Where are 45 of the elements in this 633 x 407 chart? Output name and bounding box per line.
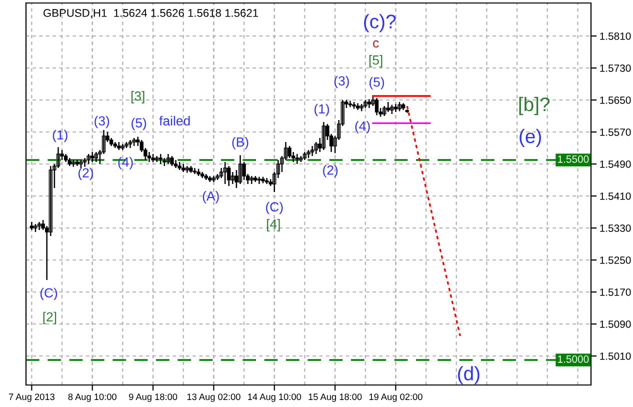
annotation: [5] <box>369 55 382 68</box>
x-tick-label: 19 Aug 02:00 <box>369 394 422 402</box>
annotation: (5) <box>370 77 384 90</box>
annotation: (2) <box>78 168 93 180</box>
y-tick-label: 1.5090 <box>600 320 631 328</box>
annotation: (2) <box>323 165 338 178</box>
y-tick-label: 1.5570 <box>600 128 631 136</box>
annotation: [b]? <box>519 96 550 116</box>
ref-line-label: 1.5500 <box>558 155 589 163</box>
y-tick-label: 1.5650 <box>600 96 631 104</box>
annotation: (5) <box>132 118 146 130</box>
x-tick-label: 9 Aug 18:00 <box>128 394 178 402</box>
annotation: (d) <box>458 366 480 384</box>
annotation: (e) <box>520 128 542 148</box>
x-tick-label: 7 Aug 2013 <box>8 394 54 402</box>
annotation: (1) <box>52 130 68 142</box>
ref-line-label: 1.5000 <box>558 355 589 363</box>
y-tick-label: 1.5010 <box>600 352 631 360</box>
annotation: failed <box>159 116 190 126</box>
x-tick-label: 15 Aug 18:00 <box>308 394 362 402</box>
x-tick-label: 13 Aug 02:00 <box>187 394 240 402</box>
annotation: [4] <box>267 219 280 232</box>
annotation: [2] <box>43 312 56 324</box>
y-tick-label: 1.5330 <box>600 224 631 232</box>
y-tick-label: 1.5410 <box>600 192 631 200</box>
x-tick-label: 14 Aug 10:00 <box>248 394 302 402</box>
y-tick-label: 1.5170 <box>600 288 631 296</box>
annotation: (A) <box>202 191 219 204</box>
y-tick-label: 1.5250 <box>600 256 631 264</box>
annotation: (3) <box>94 116 110 128</box>
x-tick-label: 8 Aug 10:00 <box>68 394 116 402</box>
annotation: (1) <box>314 104 330 116</box>
annotation: c <box>373 40 379 48</box>
annotation: (B) <box>232 137 248 150</box>
y-tick-label: 1.5810 <box>600 32 631 40</box>
annotation: (C) <box>40 288 58 300</box>
annotation: (4) <box>118 157 133 170</box>
annotation: (C) <box>266 202 283 214</box>
y-tick-label: 1.5490 <box>600 160 631 168</box>
chart-title: GBPUSD,H1 1.5624 1.5626 1.5618 1.5621 <box>44 9 258 18</box>
annotation: (3) <box>334 76 349 88</box>
y-tick-label: 1.5730 <box>600 64 631 72</box>
annotation: (c)? <box>364 14 396 32</box>
annotation: (4) <box>355 121 370 134</box>
annotation: [3] <box>131 91 144 104</box>
